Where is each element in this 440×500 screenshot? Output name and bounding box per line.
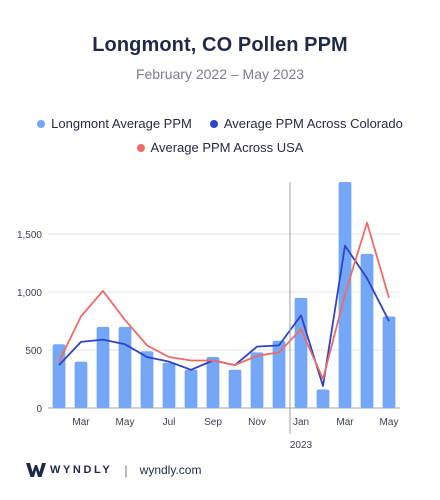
x-tick-label: Jul xyxy=(163,417,176,428)
bar-2022-04 xyxy=(96,326,110,408)
footer: WYNDLY | wyndly.com xyxy=(26,462,201,478)
x-tick-label: May xyxy=(116,417,135,428)
legend-item-usa: Average PPM Across USA xyxy=(136,140,304,155)
chart-subtitle: February 2022 – May 2023 xyxy=(135,66,305,82)
bar-2022-10 xyxy=(228,369,242,408)
legend-label-longmont: Longmont Average PPM xyxy=(51,116,192,131)
axes: 0 500 1,000 1,500 Mar May Jul Sep Nov Jan Mar May 20… xyxy=(17,182,398,451)
legend-item-longmont: Longmont Average PPM xyxy=(37,116,192,131)
y-tick-label: 1,500 xyxy=(17,230,42,241)
legend-label-usa: Average PPM Across USA xyxy=(150,140,304,155)
lines xyxy=(58,221,390,387)
footer-separator: | xyxy=(124,462,128,478)
bar-2023-02 xyxy=(316,389,330,408)
bars xyxy=(52,182,396,408)
chart-title: Longmont, CO Pollen PPM xyxy=(92,34,348,56)
wyndly-logo[interactable]: WYNDLY xyxy=(26,462,112,478)
legend-row-2: Average PPM Across USA xyxy=(0,140,440,155)
bar-2022-09 xyxy=(206,357,220,408)
bar-2022-05 xyxy=(118,326,132,408)
legend-swatch-colorado xyxy=(209,119,218,128)
site-link[interactable]: wyndly.com xyxy=(139,463,202,477)
bar-2022-03 xyxy=(74,361,88,408)
bar-2023-04 xyxy=(360,253,374,408)
brand-name: WYNDLY xyxy=(50,464,113,476)
bar-2022-11 xyxy=(250,352,264,408)
x-tick-label: Nov xyxy=(248,417,266,428)
legend-swatch-longmont xyxy=(37,119,46,128)
y-tick-label: 0 xyxy=(36,404,42,415)
legend-item-colorado: Average PPM Across Colorado xyxy=(209,116,403,131)
x-tick-label: Sep xyxy=(204,417,222,428)
x-tick-label: Mar xyxy=(336,417,354,428)
bar-2022-12 xyxy=(272,340,286,408)
y-tick-label: 1,000 xyxy=(17,288,42,299)
bar-2022-08 xyxy=(184,369,198,408)
wyndly-w-icon xyxy=(26,463,46,477)
year-label: 2023 xyxy=(290,440,313,451)
series-line-2 xyxy=(58,221,390,380)
legend-swatch-usa xyxy=(136,143,145,152)
x-tick-label: Jan xyxy=(293,417,309,428)
y-tick-label: 500 xyxy=(25,346,42,357)
bar-2023-05 xyxy=(382,316,396,408)
x-tick-label: Mar xyxy=(72,417,90,428)
bar-2022-06 xyxy=(140,351,154,408)
x-tick-label: May xyxy=(380,417,399,428)
legend-label-colorado: Average PPM Across Colorado xyxy=(223,116,403,131)
bar-2022-02 xyxy=(52,344,66,408)
bar-2022-07 xyxy=(162,362,176,408)
legend-row-1: Longmont Average PPM Average PPM Across … xyxy=(0,116,440,131)
